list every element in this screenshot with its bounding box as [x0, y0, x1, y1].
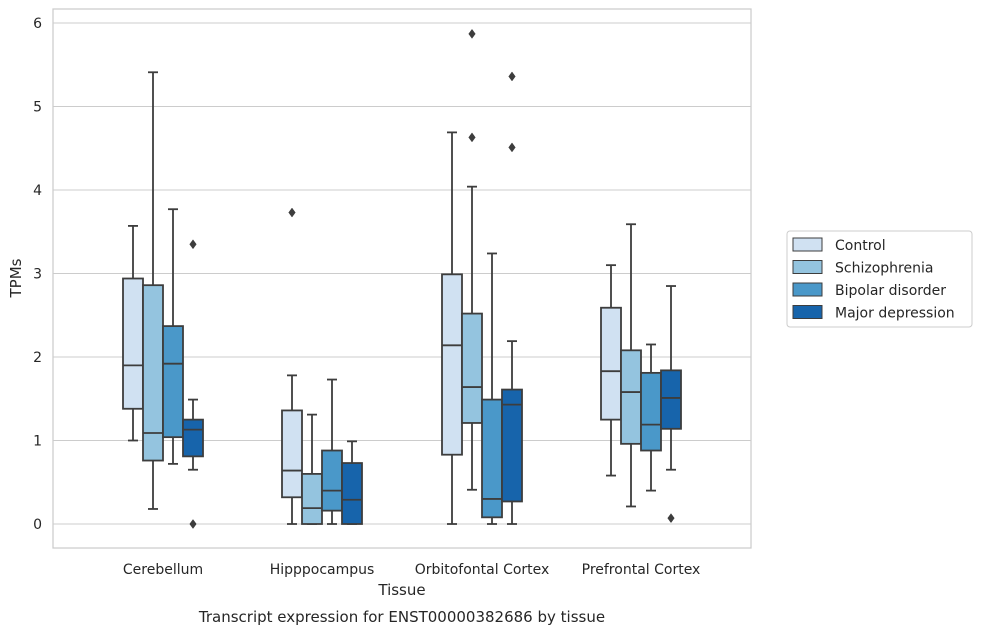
outlier-point [189, 239, 197, 250]
box [461, 28, 483, 491]
y-axis-ticks: 0 1 2 3 4 5 6 [33, 16, 42, 533]
outlier-point [468, 28, 476, 39]
iqr-box [600, 306, 622, 421]
iqr-box [441, 273, 463, 456]
iqr-box [301, 472, 323, 525]
outlier-point [468, 132, 476, 143]
iqr-box [620, 349, 642, 445]
series-control [122, 131, 622, 525]
iqr-box [501, 388, 523, 503]
x-tick-label: Cerebellum [123, 562, 203, 578]
iqr-box [660, 369, 682, 430]
boxes-layer [122, 28, 682, 529]
legend-swatch [792, 282, 823, 297]
iqr-box [281, 409, 303, 499]
legend-swatch [792, 260, 823, 274]
x-tick-label: Hipppocampus [270, 562, 375, 578]
y-tick-label: 3 [33, 267, 42, 283]
y-tick-label: 0 [33, 517, 42, 533]
iqr-box [122, 277, 144, 410]
outlier-point [508, 142, 516, 153]
box [501, 71, 523, 525]
iqr-box [321, 449, 343, 512]
legend-swatch [792, 305, 823, 319]
box [301, 413, 323, 525]
box [281, 207, 303, 525]
x-axis-title: Tissue [377, 581, 425, 599]
outlier-point [288, 207, 296, 218]
legend-swatch [792, 237, 823, 252]
y-tick-label: 6 [33, 16, 42, 32]
legend-label: Schizophrenia [835, 261, 933, 277]
series-major-depression [182, 71, 682, 529]
legend: Control Schizophrenia Bipolar disorder Majo… [786, 230, 973, 328]
legend-label: Major depression [835, 306, 955, 322]
box [620, 223, 642, 508]
legend-label: Control [835, 238, 886, 254]
box [600, 264, 622, 477]
plot-area [52, 8, 752, 549]
chart-caption: Transcript expression for ENST0000038268… [198, 608, 605, 626]
y-tick-label: 2 [33, 350, 42, 366]
y-tick-label: 1 [33, 434, 42, 450]
iqr-box [142, 284, 164, 462]
y-tick-label: 4 [33, 183, 42, 199]
legend-label: Bipolar disorder [835, 283, 946, 299]
x-tick-label: Orbitofontal Cortex [415, 562, 550, 578]
plot-frame [52, 8, 752, 549]
outlier-point [667, 513, 675, 524]
outlier-point [189, 519, 197, 529]
series-schizophrenia [142, 28, 642, 525]
legend-frame [786, 230, 973, 328]
outlier-point [508, 71, 516, 82]
box [182, 239, 204, 529]
iqr-box [341, 462, 363, 525]
iqr-box [162, 325, 184, 439]
iqr-box [461, 312, 483, 424]
box [660, 285, 682, 524]
x-axis-ticks: Cerebellum Hipppocampus Orbitofontal Corte… [123, 562, 700, 578]
box [162, 208, 184, 465]
y-tick-label: 5 [33, 100, 42, 116]
iqr-box [640, 371, 662, 452]
series-bipolar-disorder [162, 208, 662, 525]
iqr-box [182, 418, 204, 458]
y-axis-title: TPMs [7, 258, 25, 298]
box [341, 440, 363, 525]
x-tick-label: Prefrontal Cortex [582, 562, 701, 578]
box [441, 131, 463, 525]
